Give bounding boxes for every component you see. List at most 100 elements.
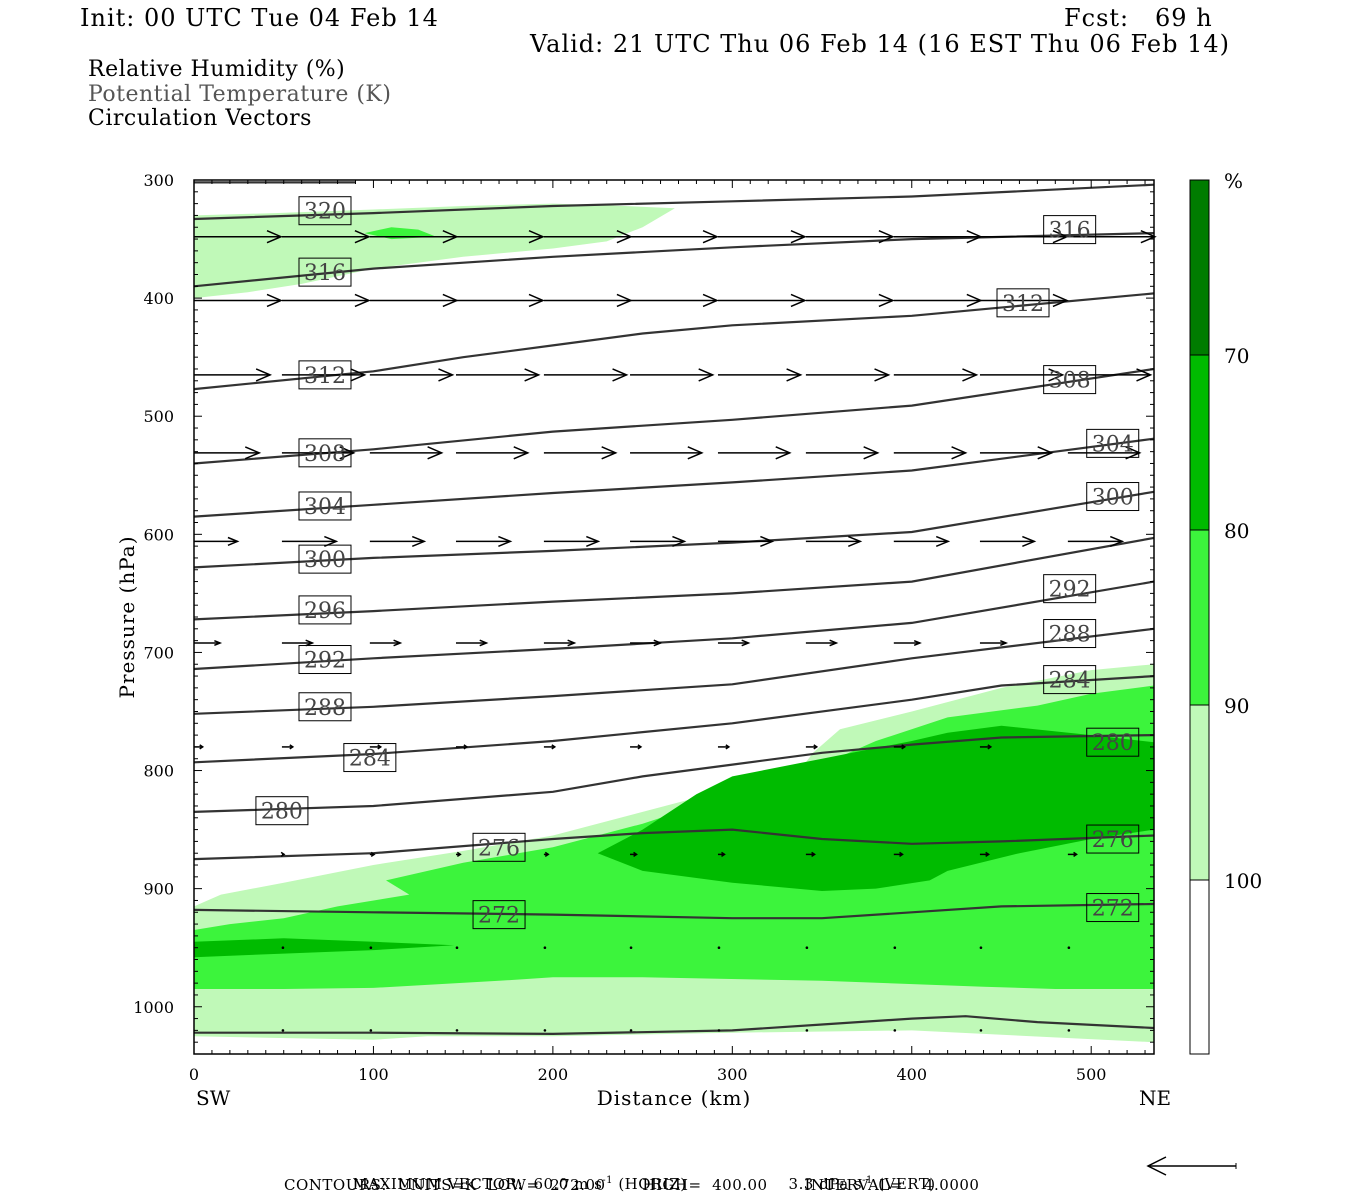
vector-2-5 [630,368,715,382]
forecast-hour: Fcst: 69 h [1064,4,1213,32]
vector-9-3 [543,1029,547,1032]
x-label-sw: SW [196,1086,231,1110]
vector-7-1 [369,851,376,858]
y-tick-label-300: 300 [143,171,174,190]
vector-6-1 [281,744,295,750]
contour-label-320-0: 320 [298,196,352,226]
vector-8-0 [281,946,285,950]
vector-8-8 [979,946,983,950]
vector-1-0 [194,293,283,308]
axes-layer: 300 400 500 600 700 800 900 1000 0 100 200 300 400 50… [133,171,1154,1084]
reference-vector [1146,1156,1237,1176]
vector-3-3 [455,446,530,460]
x-tick-label-200: 200 [538,1065,569,1084]
contour-label-292-13: 292 [1043,574,1097,604]
vector-6-5 [630,744,643,750]
colorbar-segment-80-90 [1189,529,1210,706]
legend-potential-temperature: Potential Temperature (K) [88,82,392,107]
vector-3-6 [717,446,792,460]
contour-label-280-18: 280 [255,796,309,826]
vector-4-6 [717,535,775,547]
colorbar-segment-below-70 [1189,879,1210,1055]
vector-2-8 [893,368,979,382]
theta-contour-284 [193,627,1155,715]
contour-label-300-10: 300 [1086,482,1140,512]
contour-label-316-1: 316 [298,257,352,287]
svg-text:292: 292 [304,649,346,674]
x-tick-label-400: 400 [896,1065,927,1084]
svg-text:272: 272 [1092,897,1134,922]
vector-3-2 [369,446,444,460]
vector-6-4 [543,744,557,750]
svg-text:312: 312 [304,364,346,389]
vector-1-4 [543,293,633,308]
vector-0-6 [717,230,807,244]
vector-2-10 [1067,368,1153,382]
contour-label-284-16: 284 [343,743,397,773]
x-axis-title: Distance (km) [597,1086,752,1110]
vector-7-2 [455,851,462,858]
theta-contour-316 [193,183,1155,221]
colorbar-label-100: 100 [1224,869,1262,893]
svg-text:312: 312 [1002,292,1044,317]
vector-0-8 [893,230,983,244]
vector-8-3 [543,946,547,950]
theta-contour-276 [193,734,1155,813]
x-tick-label-100: 100 [358,1065,389,1084]
vector-6-2 [369,744,383,750]
vector-9-7 [893,1029,897,1032]
contour-label-312-3: 312 [298,360,352,390]
vector-4-9 [979,535,1037,547]
vector-0-5 [630,230,719,244]
vector-3-0 [194,446,262,460]
vector-7-7 [893,851,904,858]
colorbar-unit: % [1224,169,1243,193]
contour-label-276-21: 276 [1086,824,1140,854]
vector-1-2 [369,293,459,308]
theta-contour-312 [193,232,1155,288]
legend-relative-humidity: Relative Humidity (%) [88,57,346,82]
colorbar-label-80: 80 [1224,519,1249,543]
contour-label-288-15: 288 [1043,619,1097,649]
vector-6-7 [805,744,819,750]
vert-vector-value: 3.3 dPa s [788,1175,863,1193]
y-tick-label-400: 400 [143,289,174,308]
vector-4-4 [543,535,601,547]
theta-contour-280 [193,675,1155,764]
theta-contour-268 [193,902,1155,920]
vector-8-5 [717,946,721,950]
vector-4-5 [630,535,687,547]
vector-9-4 [629,1029,633,1032]
vector-9-9 [1067,1029,1071,1032]
x-tick-label-500: 500 [1076,1065,1107,1084]
vector-3-10 [1067,446,1142,460]
vector-2-9 [979,368,1065,382]
horiz-vector-tag: (HORIZ) [618,1175,687,1193]
y-tick-label-700: 700 [143,643,174,662]
vert-vector-tag: (VERT) [878,1175,936,1193]
svg-text:280: 280 [1092,731,1134,756]
vector-layer [194,230,1157,1032]
vector-1-9 [979,293,1069,308]
theta-contour-296 [193,490,1155,569]
svg-text:304: 304 [1092,432,1134,457]
vector-8-9 [1067,946,1071,950]
svg-text:288: 288 [1049,623,1091,648]
y-tick-label-1000: 1000 [133,998,174,1017]
vector-1-7 [805,293,895,308]
colorbar-label-70: 70 [1224,344,1249,368]
vector-5-7 [805,639,839,647]
vector-9-1 [369,1029,373,1032]
vector-6-9 [979,744,993,750]
svg-text:316: 316 [1049,219,1091,244]
vector-5-6 [717,639,751,647]
y-tick-label-800: 800 [143,762,174,781]
vector-5-2 [369,639,403,647]
vector-0-3 [455,230,545,244]
vector-2-2 [369,368,455,382]
colorbar-label-90: 90 [1224,694,1249,718]
vector-1-5 [630,293,719,308]
vector-0-9 [979,230,1069,244]
vector-5-4 [543,639,577,647]
